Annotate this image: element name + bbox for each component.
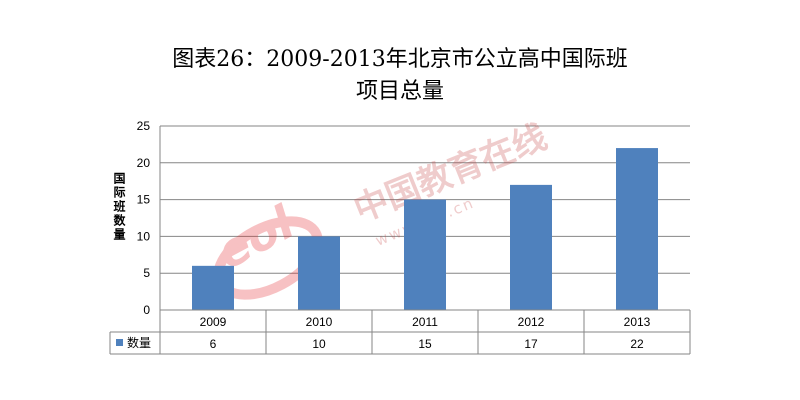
y-tick-label: 25 [137,119,151,133]
data-label: 6 [210,337,217,351]
x-tick-label: 2013 [624,315,651,329]
watermark: eol中国教育在线www.eol.cn [208,117,553,300]
y-tick-label: 0 [143,303,150,317]
y-tick-label: 5 [143,266,150,280]
data-label: 17 [524,337,538,351]
x-tick-label: 2012 [518,315,545,329]
data-label: 15 [418,337,432,351]
bar [192,265,234,310]
y-tick-label: 15 [137,193,151,207]
chart-title-line-2: 项目总量 [355,79,444,104]
y-axis-label: 国际班数量 [112,172,126,242]
bar [404,199,446,310]
data-label: 22 [630,337,644,351]
data-label: 10 [312,337,326,351]
legend-swatch [116,339,123,346]
legend-label: 数量 [127,335,151,350]
x-tick-label: 2011 [412,315,438,329]
y-tick-label: 10 [137,229,151,243]
bar [616,148,658,310]
x-tick-label: 2010 [306,315,333,329]
y-tick-label: 20 [137,156,151,170]
x-tick-label: 2009 [200,315,227,329]
bar [510,184,552,310]
chart-title: 图表26：2009-2013年北京市公立高中国际班 项目总量 [0,44,800,108]
bar [298,236,340,310]
chart-title-line-1: 图表26：2009-2013年北京市公立高中国际班 [172,47,628,72]
